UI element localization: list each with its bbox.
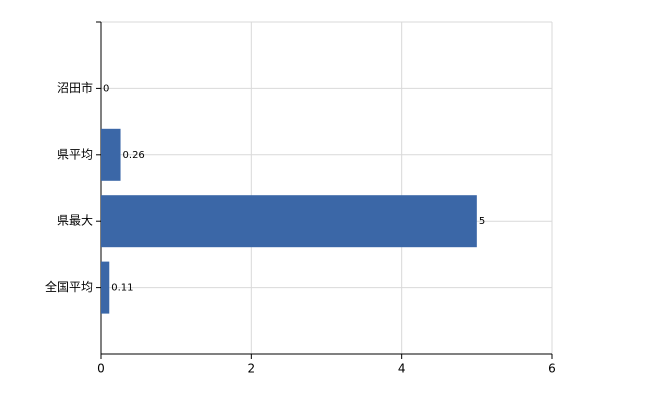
bar <box>101 195 477 248</box>
bar <box>101 128 121 181</box>
value-label: 0.26 <box>123 150 145 161</box>
value-label: 0.11 <box>111 283 133 294</box>
y-tick-label: 県平均 <box>57 147 93 161</box>
x-tick-label: 0 <box>97 362 105 376</box>
x-tick-label: 4 <box>398 362 406 376</box>
value-label: 0 <box>103 83 109 94</box>
y-tick-label: 県最大 <box>57 214 93 228</box>
bar <box>101 261 110 314</box>
y-tick-label: 全国平均 <box>45 279 93 294</box>
value-label: 5 <box>479 216 485 227</box>
x-tick-label: 6 <box>548 362 556 376</box>
x-tick-label: 2 <box>248 362 256 376</box>
y-tick-label: 沼田市 <box>57 80 93 95</box>
